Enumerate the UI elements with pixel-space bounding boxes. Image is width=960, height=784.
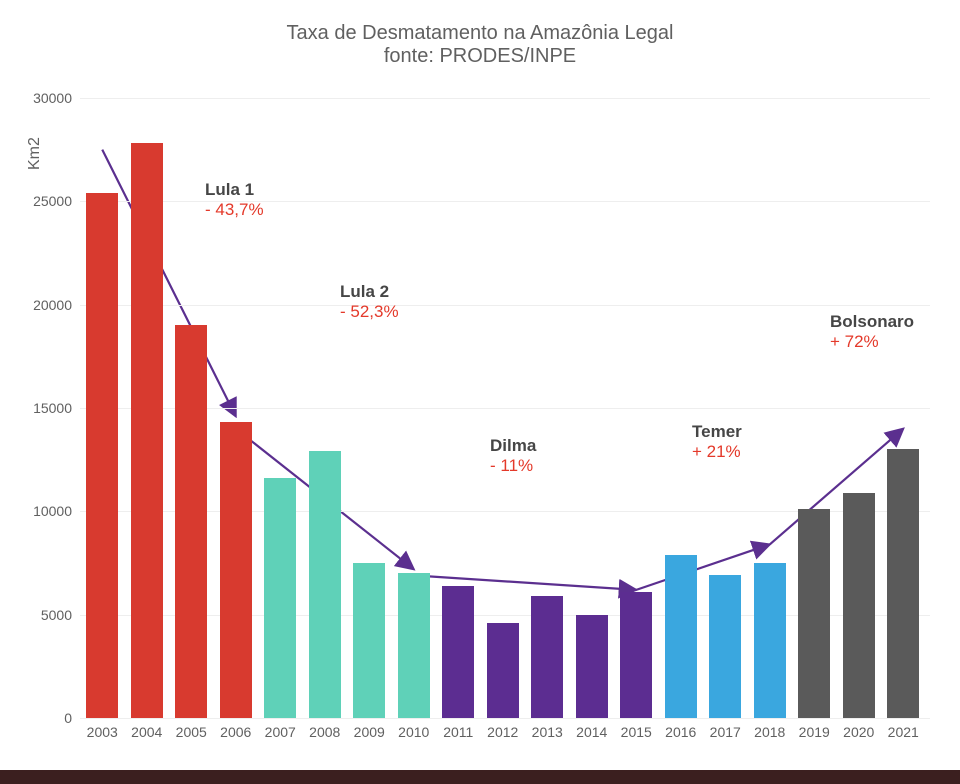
trend-arrow <box>770 429 904 545</box>
x-tick: 2018 <box>754 718 785 740</box>
annotation-name: Temer <box>692 422 742 442</box>
bar-2007 <box>264 478 296 718</box>
annotation: Lula 1- 43,7% <box>205 180 264 220</box>
bar-2016 <box>665 555 697 718</box>
x-tick: 2008 <box>309 718 340 740</box>
bar-2014 <box>576 615 608 718</box>
bar-2018 <box>754 563 786 718</box>
y-tick: 30000 <box>33 90 80 106</box>
y-tick: 0 <box>64 710 80 726</box>
title-line-1: Taxa de Desmatamento na Amazônia Legal <box>0 22 960 45</box>
bar-2004 <box>131 143 163 718</box>
bar-2009 <box>353 563 385 718</box>
x-tick: 2017 <box>710 718 741 740</box>
x-tick: 2015 <box>621 718 652 740</box>
annotation: Temer+ 21% <box>692 422 742 462</box>
annotation: Bolsonaro+ 72% <box>830 312 914 352</box>
x-tick: 2016 <box>665 718 696 740</box>
x-tick: 2010 <box>398 718 429 740</box>
y-axis-label: Km2 <box>26 137 44 170</box>
annotation: Lula 2- 52,3% <box>340 282 399 322</box>
annotation-name: Lula 2 <box>340 282 399 302</box>
bar-2012 <box>487 623 519 718</box>
gridline <box>80 408 930 409</box>
x-tick: 2005 <box>176 718 207 740</box>
annotation-name: Dilma <box>490 436 536 456</box>
x-tick: 2012 <box>487 718 518 740</box>
x-tick: 2013 <box>532 718 563 740</box>
y-tick: 25000 <box>33 193 80 209</box>
x-tick: 2004 <box>131 718 162 740</box>
y-tick: 5000 <box>41 607 80 623</box>
y-tick: 15000 <box>33 400 80 416</box>
y-tick: 20000 <box>33 297 80 313</box>
x-tick: 2014 <box>576 718 607 740</box>
chart-title: Taxa de Desmatamento na Amazônia Legal f… <box>0 22 960 68</box>
gridline <box>80 98 930 99</box>
annotation-pct: + 21% <box>692 442 742 462</box>
y-tick: 10000 <box>33 503 80 519</box>
annotation-name: Bolsonaro <box>830 312 914 332</box>
annotation: Dilma- 11% <box>490 436 536 476</box>
x-tick: 2003 <box>87 718 118 740</box>
bar-2020 <box>843 493 875 718</box>
x-tick: 2007 <box>265 718 296 740</box>
footer-strip <box>0 770 960 784</box>
annotation-pct: - 11% <box>490 456 536 476</box>
bar-2015 <box>620 592 652 718</box>
bar-2008 <box>309 451 341 718</box>
annotation-pct: - 43,7% <box>205 200 264 220</box>
x-tick: 2009 <box>354 718 385 740</box>
annotation-name: Lula 1 <box>205 180 264 200</box>
gridline <box>80 305 930 306</box>
bar-2005 <box>175 325 207 718</box>
bar-2017 <box>709 575 741 718</box>
bar-2019 <box>798 509 830 718</box>
bar-2021 <box>887 449 919 718</box>
annotation-pct: - 52,3% <box>340 302 399 322</box>
bar-2006 <box>220 422 252 718</box>
bar-2010 <box>398 573 430 718</box>
x-tick: 2021 <box>888 718 919 740</box>
x-tick: 2011 <box>443 718 473 740</box>
title-line-2: fonte: PRODES/INPE <box>0 45 960 68</box>
bar-2003 <box>86 193 118 718</box>
x-tick: 2020 <box>843 718 874 740</box>
x-tick: 2019 <box>799 718 830 740</box>
annotation-pct: + 72% <box>830 332 914 352</box>
trend-arrow <box>636 544 770 589</box>
bar-2011 <box>442 586 474 718</box>
deforestation-bar-chart: Taxa de Desmatamento na Amazônia Legal f… <box>0 0 960 784</box>
x-tick: 2006 <box>220 718 251 740</box>
bar-2013 <box>531 596 563 718</box>
